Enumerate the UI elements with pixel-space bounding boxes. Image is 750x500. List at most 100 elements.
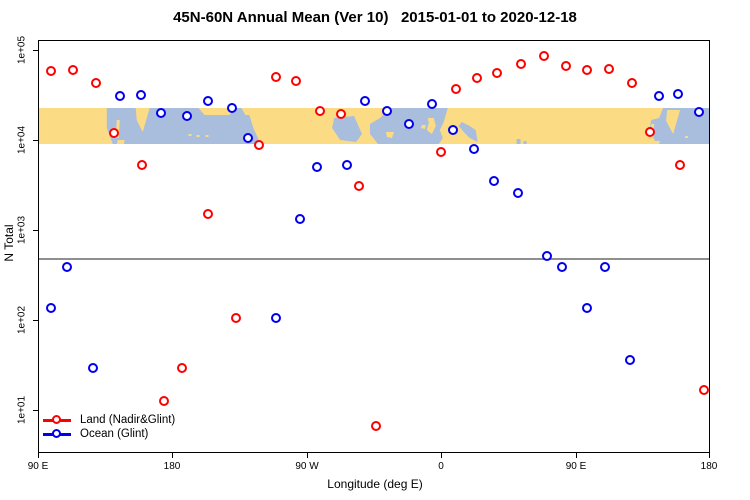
data-point-ocean [556, 261, 567, 272]
map-ocean-far-east [649, 108, 709, 144]
x-tick-label: 180 [700, 461, 718, 472]
data-point-land [604, 64, 615, 75]
x-tick [38, 453, 39, 458]
y-tick-label: 1e+03 [16, 215, 28, 245]
map-land-island [188, 134, 192, 136]
data-point-ocean [311, 162, 322, 173]
x-tick [709, 453, 710, 458]
x-tick-label: 90 E [27, 461, 49, 472]
data-point-land [137, 160, 148, 171]
legend-item-ocean: Ocean (Glint) [42, 427, 175, 441]
legend-symbol-ocean [42, 428, 72, 440]
data-point-ocean [62, 261, 73, 272]
data-point-ocean [181, 110, 192, 121]
data-point-land [271, 72, 282, 83]
data-point-ocean [513, 188, 524, 199]
plot-area: Land (Nadir&Glint) Ocean (Glint) [38, 40, 710, 453]
data-point-ocean [694, 107, 705, 117]
data-point-land [231, 312, 242, 323]
data-point-land [68, 64, 79, 75]
legend-label-ocean: Ocean (Glint) [80, 428, 149, 440]
world-map-band [39, 108, 709, 144]
data-point-ocean [673, 88, 684, 99]
data-point-land [471, 73, 482, 84]
data-point-land [253, 140, 264, 151]
data-point-ocean [87, 363, 98, 374]
map-land-hokkaido-2 [651, 141, 661, 144]
data-point-ocean [45, 303, 56, 314]
data-point-ocean [625, 354, 636, 365]
legend-circle-icon [52, 414, 61, 424]
map-land-kamchatka [135, 108, 150, 132]
legend-circle-icon [52, 428, 61, 438]
map-ocean-black-sea [516, 139, 521, 144]
x-tick-label: 180 [163, 461, 181, 472]
y-tick [33, 230, 38, 231]
reference-line [39, 258, 709, 261]
x-tick [172, 453, 173, 458]
data-point-ocean [653, 91, 664, 102]
map-land-hokkaido [116, 140, 125, 144]
data-point-land [698, 385, 709, 396]
data-point-land [435, 146, 446, 157]
map-ocean-baltic [458, 122, 478, 142]
map-land-ireland [420, 125, 426, 129]
data-point-land [516, 58, 527, 69]
map-ocean-hudson-bay [332, 116, 363, 142]
data-point-land [108, 127, 119, 138]
data-point-ocean [381, 106, 392, 117]
map-land-britain [426, 118, 436, 134]
data-point-land [202, 208, 213, 219]
y-tick-label: 1e+01 [16, 395, 28, 425]
map-land-newfoundland [385, 132, 394, 138]
y-axis-title: N Total [2, 224, 16, 262]
data-point-ocean [489, 175, 500, 186]
data-point-ocean [582, 303, 593, 314]
y-tick [33, 140, 38, 141]
x-tick [576, 453, 577, 458]
map-land-island [685, 136, 689, 138]
y-tick [33, 50, 38, 51]
data-point-ocean [202, 96, 213, 107]
map-land-island [205, 135, 209, 137]
data-point-land [177, 363, 188, 374]
y-tick [33, 410, 38, 411]
data-point-ocean [271, 312, 282, 323]
x-tick-label: 90 W [295, 461, 319, 472]
y-tick-label: 1e+02 [16, 305, 28, 335]
data-point-land [492, 67, 503, 78]
data-point-ocean [359, 96, 370, 107]
chart-title: 45N-60N Annual Mean (Ver 10) 2015-01-01 … [173, 9, 577, 26]
data-point-land [353, 180, 364, 191]
y-tick [33, 320, 38, 321]
data-point-ocean [156, 107, 167, 118]
y-tick-label: 1e+05 [16, 35, 28, 65]
data-point-ocean [447, 125, 458, 136]
data-point-ocean [295, 213, 306, 224]
data-point-land [45, 65, 56, 76]
x-tick-label: 90 E [565, 461, 587, 472]
data-point-ocean [243, 132, 254, 143]
data-point-land [335, 108, 346, 119]
x-tick [307, 453, 308, 458]
data-point-ocean [468, 143, 479, 154]
data-point-land [450, 83, 461, 94]
data-point-land [582, 64, 593, 75]
data-point-ocean [226, 102, 237, 113]
data-point-ocean [426, 98, 437, 109]
x-tick-label: 0 [438, 461, 444, 472]
legend: Land (Nadir&Glint) Ocean (Glint) [42, 413, 175, 441]
map-land-island [196, 135, 200, 137]
x-tick [441, 453, 442, 458]
data-point-ocean [341, 160, 352, 171]
data-point-land [674, 160, 685, 171]
data-point-land [90, 78, 101, 89]
data-point-ocean [599, 261, 610, 272]
data-point-land [561, 61, 572, 72]
map-land-chukotka [198, 108, 235, 115]
data-point-land [371, 421, 382, 432]
data-point-land [644, 126, 655, 137]
data-point-ocean [135, 90, 146, 101]
x-axis-title: Longitude (deg E) [327, 477, 423, 491]
